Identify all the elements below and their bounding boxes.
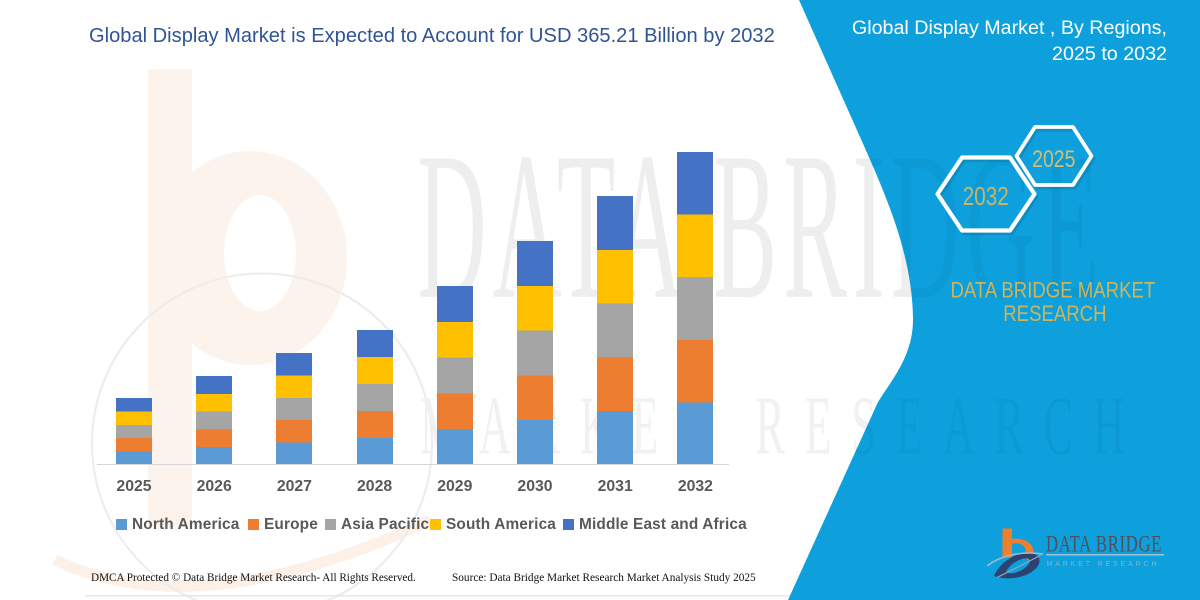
svg-text:2032: 2032	[963, 182, 1009, 211]
svg-text:DATA BRIDGE MARKET: DATA BRIDGE MARKET	[950, 279, 1155, 303]
svg-text:DATA BRIDGE: DATA BRIDGE	[1046, 532, 1162, 557]
svg-text:2025: 2025	[1032, 145, 1075, 172]
svg-text:RESEARCH: RESEARCH	[1003, 303, 1106, 327]
svg-text:MARKET RESEARCH: MARKET RESEARCH	[1047, 561, 1160, 568]
